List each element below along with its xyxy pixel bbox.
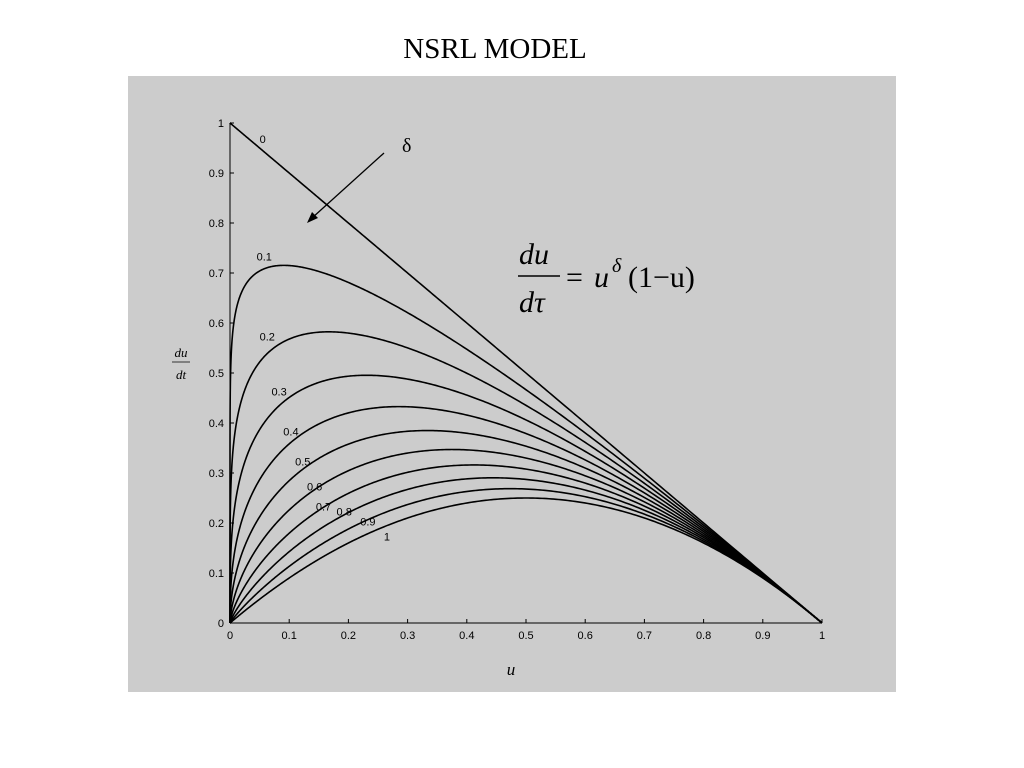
- series-line-delta-0.5: [229, 429, 823, 624]
- axes: 0 0.1 0.2 0.3 0.4 0.5 0.6 0.7 0.8 0.9 100.10.20.30…: [209, 118, 825, 642]
- equation-denominator: dτ: [519, 286, 546, 319]
- x-tick-label: 0.9: [755, 630, 770, 642]
- series-label-delta-0.3: 0.3: [271, 387, 286, 399]
- series-line-delta-0.1: [229, 264, 823, 624]
- y-tick-label: 0.5: [209, 368, 224, 380]
- series-label-delta-0.2: 0.2: [260, 332, 275, 344]
- series-label-delta-1: 1: [384, 532, 390, 544]
- series-label-delta-0.6: 0.6: [307, 482, 322, 494]
- y-tick-label: 0.3: [209, 468, 224, 480]
- series-line-delta-0.8: [229, 477, 823, 624]
- y-tick-label: 0.1: [209, 568, 224, 580]
- series-line-delta-0.4: [229, 405, 823, 624]
- x-tick-label: 0.2: [341, 630, 356, 642]
- series-label-delta-0.5: 0.5: [295, 457, 310, 469]
- series-line-delta-0.6: [229, 448, 823, 624]
- y-axis-label: du dt: [172, 345, 190, 382]
- series-line-delta-0.3: [229, 374, 823, 624]
- equation-numerator: du: [519, 238, 549, 271]
- equation-factor: (1−u): [628, 261, 695, 294]
- y-tick-label: 1: [218, 118, 224, 130]
- y-tick-label: 0.2: [209, 518, 224, 530]
- series-label-delta-0.8: 0.8: [337, 507, 352, 519]
- y-tick-label: 0.7: [209, 268, 224, 280]
- x-tick-label: 0.1: [282, 630, 297, 642]
- x-tick-label: 0.5: [518, 630, 533, 642]
- x-tick-label: 0.6: [578, 630, 593, 642]
- equation-exponent: δ: [612, 255, 622, 277]
- y-axis-label-denominator: dt: [176, 367, 187, 382]
- series-label-delta-0.4: 0.4: [283, 427, 298, 439]
- series-line-delta-0.2: [229, 331, 823, 624]
- y-tick-label: 0.6: [209, 318, 224, 330]
- equation-equals: =: [566, 261, 583, 294]
- series-line-delta-1: [229, 497, 823, 624]
- delta-arrow-label: δ: [402, 135, 411, 157]
- plot-panel: 0 0.1 0.2 0.3 0.4 0.5 0.6 0.7 0.8 0.9 1 0 0.1 0.2 0.3 0…: [128, 76, 896, 692]
- curves: [229, 122, 823, 624]
- delta-arrow: [307, 152, 385, 223]
- series-line-delta-0: [229, 122, 823, 624]
- series-label-delta-0.9: 0.9: [360, 517, 375, 529]
- equation: du dτ = u δ (1−u): [518, 238, 695, 319]
- y-axis-label-numerator: du: [175, 345, 189, 360]
- y-tick-label: 0: [218, 618, 224, 630]
- series-label-delta-0.1: 0.1: [257, 252, 272, 264]
- curve-labels: 0 0.1 0.2 0.3 0.4 0.5 0.6 0.7 0.8 0.9 1: [257, 134, 390, 544]
- series-label-delta-0.7: 0.7: [316, 502, 331, 514]
- x-tick-label: 0.4: [459, 630, 474, 642]
- x-tick-label: 0.8: [696, 630, 711, 642]
- x-tick-label: 0.3: [400, 630, 415, 642]
- x-tick-label: 0.7: [637, 630, 652, 642]
- line-chart: 0 0.1 0.2 0.3 0.4 0.5 0.6 0.7 0.8 0.9 100.10.20.30…: [172, 118, 825, 679]
- slide-title: NSRL MODEL: [403, 33, 587, 65]
- y-tick-label: 0.9: [209, 168, 224, 180]
- x-axis-label: u: [507, 660, 516, 679]
- y-tick-label: 0.8: [209, 218, 224, 230]
- y-tick-label: 0.4: [209, 418, 224, 430]
- equation-base: u: [594, 261, 609, 294]
- series-line-delta-0.7: [229, 464, 823, 624]
- series-line-delta-0.9: [229, 487, 823, 624]
- series-label-delta-0: 0: [260, 134, 266, 146]
- x-tick-label: 1: [819, 630, 825, 642]
- x-tick-label: 0: [227, 630, 233, 642]
